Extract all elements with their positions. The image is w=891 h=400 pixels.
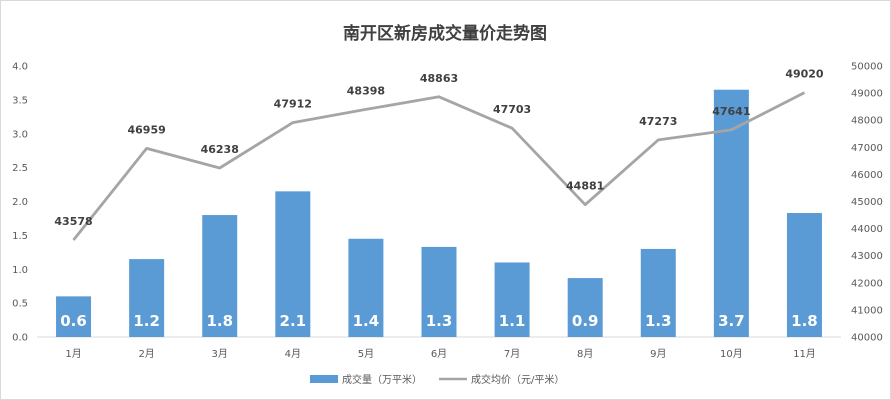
- left-axis-tick: 1.5: [12, 231, 28, 242]
- line-data-label: 47641: [712, 105, 750, 118]
- line-data-label: 48398: [347, 84, 385, 97]
- bar: [421, 246, 457, 337]
- bar-data-label: 1.1: [499, 312, 526, 330]
- bar-data-label: 0.9: [572, 312, 599, 330]
- line-data-label: 44881: [566, 180, 604, 193]
- right-axis-tick: 50000: [851, 62, 883, 73]
- line-data-label: 48863: [420, 72, 458, 85]
- category-tick-label: 2月: [138, 348, 154, 360]
- right-axis-tick: 47000: [851, 143, 883, 154]
- bar: [713, 89, 749, 338]
- legend-swatch-volume: [310, 375, 338, 383]
- line-data-label: 47703: [493, 103, 531, 116]
- category-tick-label: 5月: [358, 348, 374, 360]
- category-tick-label: 1月: [65, 348, 81, 360]
- bar: [494, 262, 530, 337]
- chart-title: 南开区新房成交量价走势图: [343, 23, 547, 44]
- right-axis-tick: 46000: [851, 170, 883, 181]
- right-axis-tick: 43000: [851, 251, 883, 262]
- bar: [786, 213, 822, 337]
- price-line: [72, 91, 806, 241]
- left-axis-tick: 3.0: [12, 129, 28, 140]
- bar: [348, 238, 384, 337]
- bar: [56, 296, 92, 337]
- bar: [275, 191, 311, 337]
- bar-data-label: 2.1: [280, 312, 307, 330]
- bar: [640, 248, 676, 337]
- category-axis: 1月 2月 3月 4月 5月 6月 7月 8月 9月 10月 11月: [65, 348, 815, 360]
- line-data-label: 47273: [639, 115, 677, 128]
- category-tick-label: 10月: [720, 348, 743, 360]
- line-series: 43578 46959 46238 47912 48398 48863 47703 44881…: [54, 68, 824, 241]
- right-axis-tick: 48000: [851, 116, 883, 127]
- bar-data-label: 1.8: [791, 312, 818, 330]
- bar-data-label: 0.6: [60, 312, 87, 330]
- bar-data-label: 1.2: [133, 312, 160, 330]
- line-data-label: 46959: [127, 123, 165, 136]
- category-tick-label: 9月: [650, 348, 666, 360]
- category-tick-label: 11月: [793, 348, 816, 360]
- left-axis-tick: 1.0: [12, 265, 28, 276]
- category-tick-label: 3月: [212, 348, 228, 360]
- bar-series: 0.6 1.2 1.8 2.1 1.4 1.3 1.1 0.9 1.3 3.7 1.8: [56, 89, 822, 338]
- right-axis-tick: 42000: [851, 278, 883, 289]
- line-data-label: 49020: [785, 68, 824, 81]
- bar-data-label: 1.3: [645, 312, 672, 330]
- left-axis-tick: 2.5: [12, 163, 28, 174]
- legend: 成交量（万平米） 成交均价（元/平米）: [310, 373, 564, 386]
- line-data-label: 46238: [201, 143, 239, 156]
- bar: [129, 259, 165, 337]
- line-data-label: 47912: [274, 98, 312, 111]
- bar: [202, 215, 238, 337]
- left-axis-tick: 3.5: [12, 95, 28, 106]
- left-axis: 0.0 0.5 1.0 1.5 2.0 2.5 3.0 3.5 4.0: [12, 62, 28, 344]
- right-axis-tick: 45000: [851, 197, 883, 208]
- right-axis-tick: 49000: [851, 89, 883, 100]
- line-data-label: 43578: [54, 215, 92, 228]
- category-tick-label: 7月: [504, 348, 520, 360]
- legend-label-price: 成交均价（元/平米）: [471, 373, 564, 386]
- right-axis: 40000 41000 42000 43000 44000 45000 46000 47000…: [851, 62, 883, 344]
- right-axis-tick: 44000: [851, 224, 883, 235]
- category-tick-label: 8月: [577, 348, 593, 360]
- bar-data-label: 1.3: [426, 312, 453, 330]
- left-axis-tick: 0.0: [12, 333, 28, 344]
- bar: [567, 278, 603, 337]
- category-tick-label: 6月: [431, 348, 447, 360]
- bar-data-label: 1.4: [353, 312, 380, 330]
- bar-data-label: 3.7: [718, 312, 745, 330]
- category-tick-label: 4月: [285, 348, 301, 360]
- left-axis-tick: 2.0: [12, 197, 28, 208]
- right-axis-tick: 41000: [851, 305, 883, 316]
- bar-data-label: 1.8: [206, 312, 233, 330]
- left-axis-tick: 0.5: [12, 299, 28, 310]
- right-axis-tick: 40000: [851, 333, 883, 344]
- left-axis-tick: 4.0: [12, 62, 28, 73]
- legend-label-volume: 成交量（万平米）: [342, 373, 422, 386]
